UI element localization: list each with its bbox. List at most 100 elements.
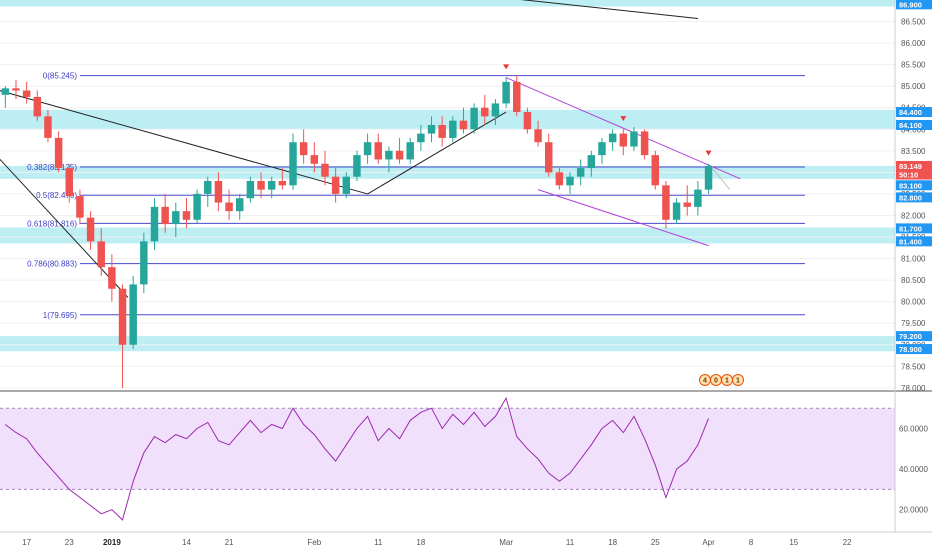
time-tick-5: Feb: [307, 538, 321, 547]
price-tag-bg-5: [896, 180, 932, 191]
candle-body-51: [544, 142, 553, 173]
candle-body-38: [406, 142, 414, 160]
candle-body-62: [662, 185, 670, 220]
time-tick-3: 14: [182, 538, 191, 547]
price-tick-9: 82.000: [901, 211, 926, 220]
candle-body-43: [459, 120, 468, 130]
candle-body-39: [417, 133, 425, 143]
trendline-5: [537, 189, 709, 247]
resistance-zone-3: [0, 227, 895, 244]
price-tag-9: 79.200: [899, 332, 922, 341]
candle-body-42: [449, 120, 457, 138]
candle-body-36: [385, 150, 393, 160]
price-tag-bg-9: [896, 331, 932, 342]
time-tick-13: 8: [749, 538, 754, 547]
price-tick-6: 83.500: [901, 147, 926, 156]
price-tag-bg-10: [896, 344, 932, 355]
price-tag-bg-8: [896, 236, 932, 247]
trendline-1: [0, 158, 129, 298]
candle-body-12: [129, 284, 137, 345]
price-tag-bg-1: [896, 107, 932, 118]
price-tag-10: 78.900: [899, 345, 922, 354]
candle-body-63: [672, 202, 681, 220]
time-tick-8: Mar: [499, 538, 513, 547]
candle-body-31: [331, 176, 340, 194]
arrow-marker-1: [620, 116, 627, 122]
trendline-3: [520, 0, 698, 20]
event-badge-label-0: 4: [703, 378, 707, 385]
candle-body-49: [523, 112, 532, 130]
candle-body-46: [491, 103, 500, 117]
time-tick-14: 15: [789, 538, 798, 547]
candle-body-0: [1, 88, 10, 95]
time-tick-15: 22: [843, 538, 852, 547]
candle-body-4: [44, 116, 52, 138]
price-tag-0: 86.900: [899, 0, 922, 9]
price-tag-bg-6: [896, 192, 932, 203]
candle-body-30: [321, 163, 329, 177]
price-tag-6: 82.800: [899, 193, 922, 202]
price-tick-2: 85.500: [901, 61, 926, 70]
candle-body-32: [342, 176, 351, 194]
candle-body-7: [76, 196, 84, 218]
candle-body-8: [86, 217, 95, 242]
resistance-zone-4: [0, 336, 895, 352]
candle-body-2: [22, 90, 31, 97]
fib-label-3: 0.618(81.816): [27, 219, 77, 228]
price-tick-0: 86.500: [901, 18, 926, 27]
trendline-6: [710, 165, 731, 190]
trendline-2: [367, 111, 507, 195]
candle-body-21: [225, 202, 233, 212]
candle-body-28: [299, 142, 308, 156]
rsi-line: [4, 396, 709, 521]
candle-body-3: [33, 96, 42, 117]
price-tag-4: 50:10: [899, 171, 918, 180]
time-tick-10: 18: [608, 538, 617, 547]
time-tick-1: 23: [65, 538, 74, 547]
candle-body-64: [683, 202, 691, 207]
event-badge-label-3: 1: [736, 378, 740, 385]
candles: [1, 75, 713, 388]
price-tick-11: 81.000: [901, 255, 926, 264]
candle-body-55: [587, 155, 596, 169]
fib-label-2: 0.5(82.470): [36, 191, 77, 200]
candle-body-25: [267, 180, 276, 190]
candle-body-58: [619, 133, 628, 147]
top-arrows: [503, 64, 712, 156]
candle-body-29: [310, 155, 319, 164]
arrow-marker-0: [503, 64, 510, 70]
candle-body-40: [427, 124, 436, 134]
candle-body-59: [630, 131, 638, 147]
candle-body-23: [246, 180, 255, 199]
time-tick-7: 18: [416, 538, 425, 547]
rsi-tick-0: 60.0000: [899, 425, 928, 434]
candle-body-44: [470, 107, 478, 130]
arrow-marker-2: [705, 150, 712, 156]
candle-body-11: [118, 288, 127, 345]
candle-body-24: [257, 180, 265, 190]
trendline-0: [0, 90, 368, 195]
candle-body-45: [481, 107, 489, 117]
rsi-tick-1: 40.0000: [899, 465, 928, 474]
candle-body-48: [513, 81, 521, 113]
candle-body-10: [108, 267, 116, 289]
candle-body-47: [502, 81, 510, 104]
price-tick-1: 86.000: [901, 39, 926, 48]
event-badge-3: [732, 374, 744, 386]
candle-body-26: [278, 180, 287, 186]
candle-body-15: [161, 206, 169, 225]
candle-body-37: [395, 150, 404, 160]
candle-body-41: [438, 124, 446, 138]
price-grid: [0, 21, 895, 389]
price-tag-8: 81.400: [899, 237, 922, 246]
time-tick-2: 2019: [103, 538, 121, 547]
candle-body-18: [193, 193, 201, 220]
candle-body-52: [555, 172, 564, 186]
price-tick-14: 79.500: [901, 319, 926, 328]
candle-body-14: [150, 206, 159, 242]
time-tick-12: Apr: [702, 538, 715, 547]
time-tick-4: 21: [225, 538, 234, 547]
candle-body-65: [694, 189, 702, 207]
price-tag-bg-2: [896, 119, 932, 130]
